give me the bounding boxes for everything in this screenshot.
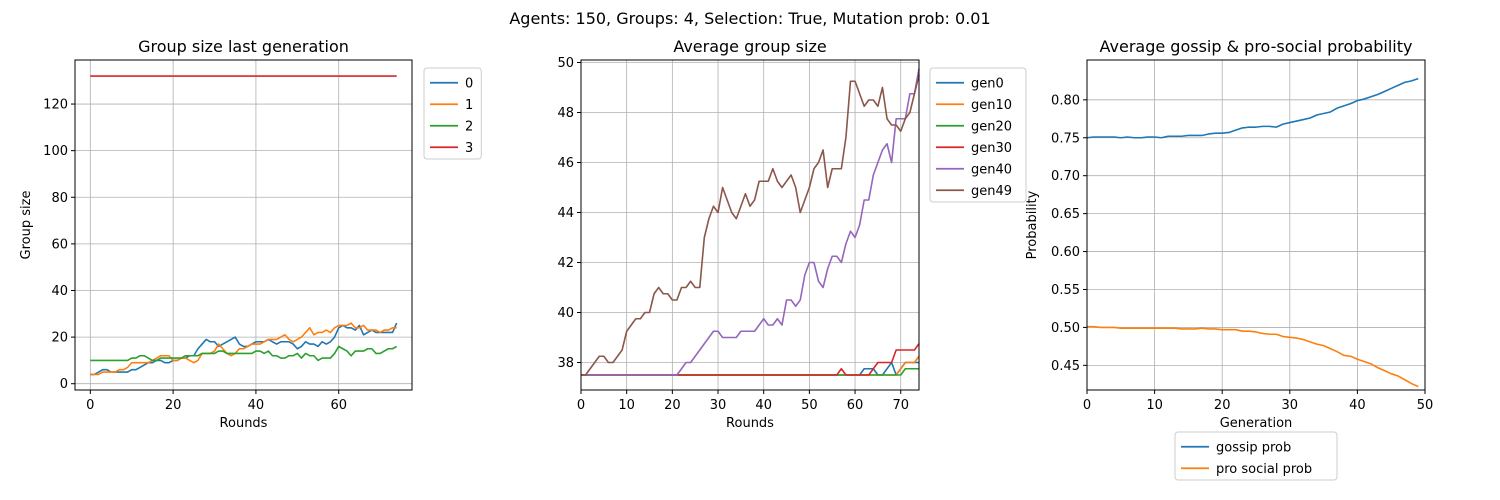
plot-area-frame xyxy=(74,59,413,391)
legend-entry-label: gen40 xyxy=(971,162,1012,177)
x-tick-label: 40 xyxy=(1349,398,1366,413)
legend-entry-label: gen10 xyxy=(971,98,1012,113)
legend-frame xyxy=(1174,431,1338,481)
y-tick-label: 0.45 xyxy=(1051,359,1080,374)
y-tick-label: 80 xyxy=(51,191,68,206)
x-tick-label: 20 xyxy=(165,398,182,413)
x-tick-label: 20 xyxy=(1214,398,1231,413)
y-tick-label: 42 xyxy=(557,256,574,271)
legend-entry-label: 3 xyxy=(465,141,473,156)
chart-title: Group size last generation xyxy=(138,37,349,56)
legend: gossip prob pro social prob xyxy=(1174,431,1338,481)
plot-area-frame xyxy=(580,59,920,391)
legend: gen0 gen10 gen20 gen30 gen40 gen49 xyxy=(929,67,1027,203)
y-tick-label: 40 xyxy=(51,284,68,299)
x-axis-label: Rounds xyxy=(220,416,268,431)
chart-average-group-size: 0 10 20 30 40 50 60 70 38 40 42 44 46 48 50 Average gro… xyxy=(557,37,1027,431)
series-line-gen10 xyxy=(581,355,920,376)
series-line-gen20 xyxy=(581,367,919,376)
y-tick-label: 0.75 xyxy=(1051,131,1080,146)
chart-title: Average group size xyxy=(673,37,826,56)
x-tick-label: 50 xyxy=(1417,398,1434,413)
legend-entry-label: gen0 xyxy=(971,76,1004,91)
legend-entry-label: 0 xyxy=(465,76,473,91)
x-tick-label: 0 xyxy=(1083,398,1091,413)
y-tick-label: 20 xyxy=(51,331,68,346)
series-line-2 xyxy=(90,345,398,362)
x-tick-label: 60 xyxy=(847,398,864,413)
y-tick-label: 0.55 xyxy=(1051,283,1080,298)
series-line-gossip-prob xyxy=(1086,77,1419,139)
x-tick-label: 50 xyxy=(801,398,818,413)
y-tick-label: 0.50 xyxy=(1051,321,1080,336)
x-tick-label: 10 xyxy=(1146,398,1163,413)
legend-entry-label: 1 xyxy=(465,98,473,113)
x-tick-label: 40 xyxy=(755,398,772,413)
legend-entry-label: pro social prob xyxy=(1216,462,1312,477)
y-tick-label: 48 xyxy=(557,106,574,121)
x-tick-label: 70 xyxy=(892,398,909,413)
y-tick-label: 0.70 xyxy=(1051,169,1080,184)
y-tick-label: 60 xyxy=(51,237,68,252)
x-tick-label: 0 xyxy=(577,398,585,413)
x-tick-label: 0 xyxy=(86,398,94,413)
chart-title: Average gossip & pro-social probability xyxy=(1100,37,1413,56)
y-tick-label: 38 xyxy=(557,356,574,371)
x-tick-label: 10 xyxy=(618,398,635,413)
legend-entry-label: gen20 xyxy=(971,119,1012,134)
series-line-gen0 xyxy=(581,361,919,376)
y-tick-label: 0 xyxy=(60,377,68,392)
legend-entry-label: gen30 xyxy=(971,141,1012,156)
series-line-gen49 xyxy=(581,74,920,376)
legend: 0 1 2 3 xyxy=(423,67,482,160)
x-tick-label: 30 xyxy=(710,398,727,413)
y-axis-label: Group size xyxy=(19,191,34,260)
y-tick-label: 100 xyxy=(43,144,68,159)
plot-area-frame xyxy=(1086,59,1426,391)
x-tick-label: 20 xyxy=(664,398,681,413)
x-tick-label: 40 xyxy=(248,398,265,413)
y-tick-label: 44 xyxy=(557,206,574,221)
y-axis-label: Probability xyxy=(1025,190,1040,259)
series-line-1 xyxy=(90,322,397,376)
series-line-gen40 xyxy=(581,68,920,376)
legend-entry-label: gen49 xyxy=(971,184,1012,199)
y-tick-label: 40 xyxy=(557,306,574,321)
chart-average-probability: 0 10 20 30 40 50 0.45 0.50 0.55 0.60 0.65 0.70 0.75 0… xyxy=(1025,37,1434,481)
x-tick-label: 60 xyxy=(330,398,347,413)
y-tick-label: 46 xyxy=(557,156,574,171)
series-line-0 xyxy=(90,322,398,376)
y-tick-label: 120 xyxy=(43,98,68,113)
series-line-gen30 xyxy=(581,343,920,376)
legend-entry-label: 2 xyxy=(465,119,473,134)
series-line-pro-social-prob xyxy=(1087,325,1419,388)
figure-suptitle: Agents: 150, Groups: 4, Selection: True,… xyxy=(509,9,990,28)
legend-entry-label: gossip prob xyxy=(1216,440,1291,455)
y-tick-label: 50 xyxy=(557,56,574,71)
legend-frame xyxy=(423,67,482,160)
x-axis-label: Generation xyxy=(1220,416,1293,431)
x-tick-label: 30 xyxy=(1282,398,1299,413)
x-axis-label: Rounds xyxy=(726,416,774,431)
y-tick-label: 0.80 xyxy=(1051,93,1080,108)
y-tick-label: 0.65 xyxy=(1051,207,1080,222)
y-tick-label: 0.60 xyxy=(1051,245,1080,260)
